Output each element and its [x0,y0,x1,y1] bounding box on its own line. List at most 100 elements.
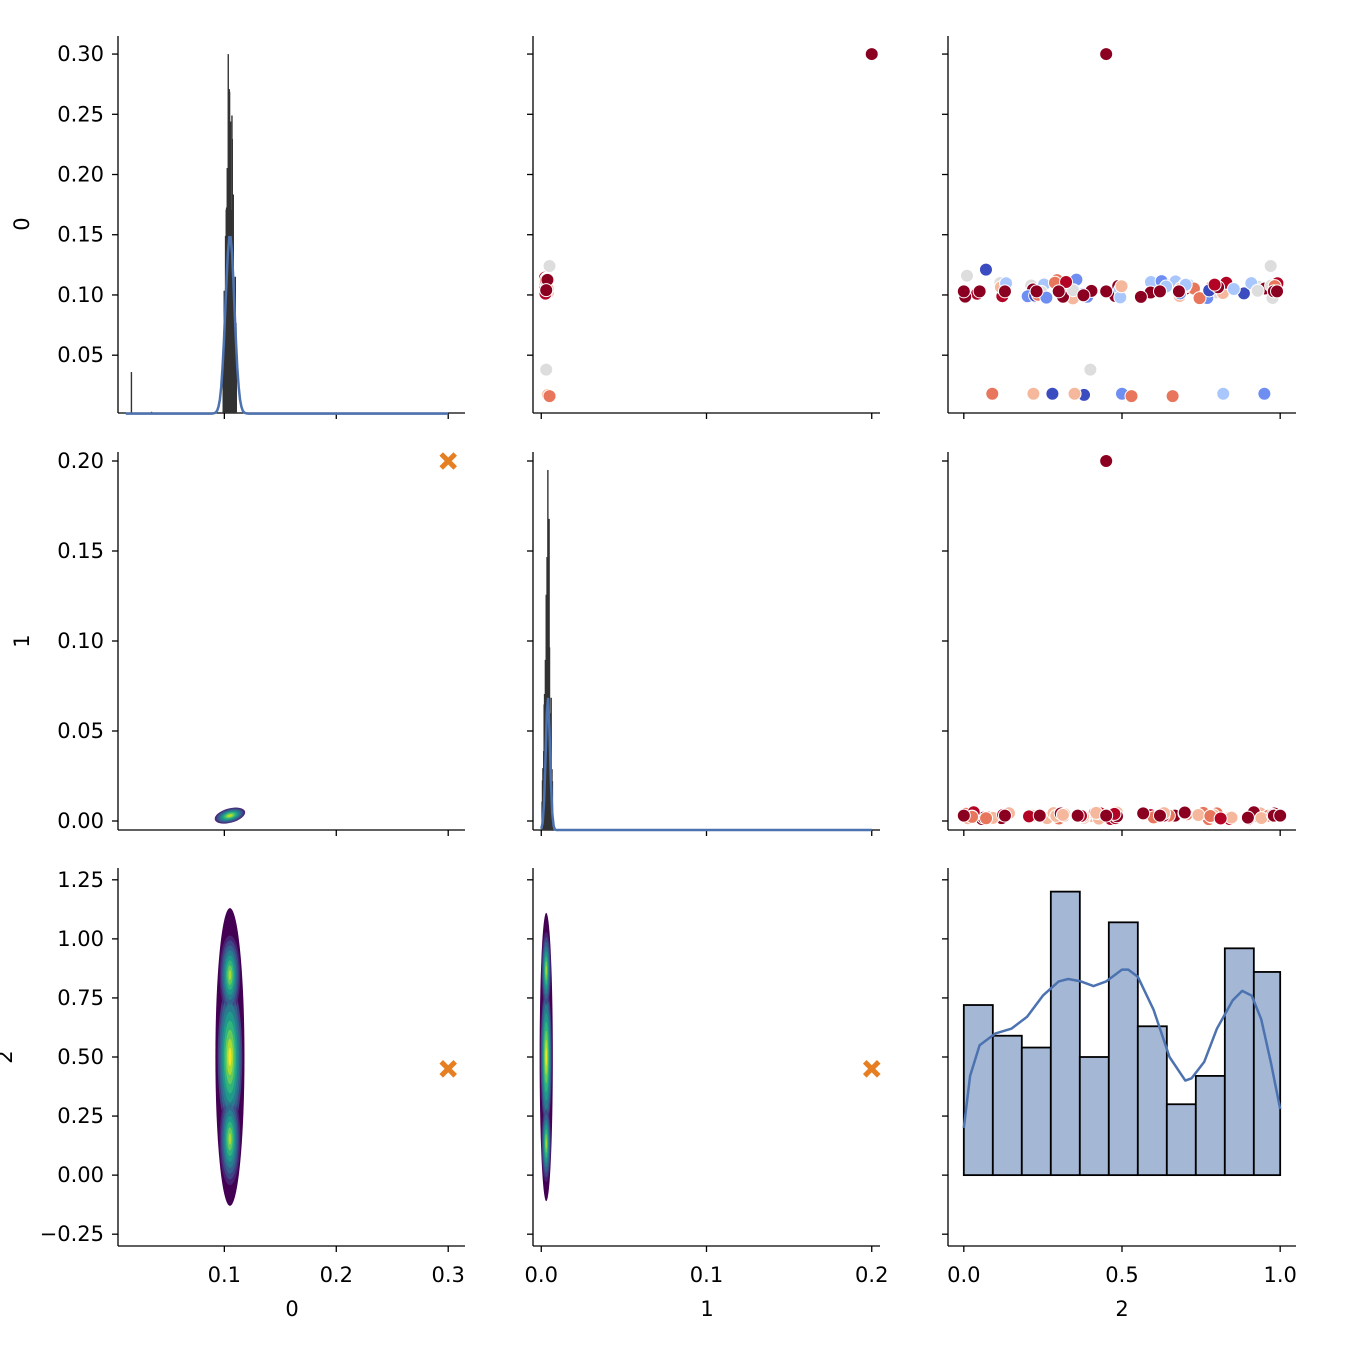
y-tick-label: 0.20 [57,449,104,473]
scatter-point [1067,386,1082,401]
scatter-point [1207,277,1222,292]
hist-bar [1165,1103,1197,1177]
scatter-point [1171,284,1186,299]
panel-r1-c2 [942,452,1296,836]
x-tick-label: 0.0 [947,1263,980,1287]
scatter-point [978,262,993,277]
panel-r1-c0: 0.00 0.05 0.10 0.15 0.20 [57,449,465,836]
scatter-point [997,284,1012,299]
scatter-point [539,362,554,377]
outlier-x-marker [439,1060,457,1078]
scatter-point [1177,805,1192,820]
scatter-point [1250,283,1265,298]
ylabel-var0: 0 [10,217,34,230]
panel-r2-c1: 0.0 0.1 0.2 [525,868,888,1287]
scatter-point [1051,284,1066,299]
scatter-point [1070,808,1085,823]
scatter-point [1273,808,1288,823]
scatter-point [1083,362,1098,377]
y-tick-label: 0.15 [57,223,104,247]
kde-contour-var2_vs_var1 [539,912,553,1202]
scatter-point [1263,259,1278,274]
scatter-point [1152,808,1167,823]
scatter-point [1136,806,1151,821]
scatter-point [1152,284,1167,299]
kde-line [540,697,872,832]
hist-bar [1194,1075,1226,1177]
hist-bar [991,1034,1023,1177]
scatter-point [1191,808,1206,823]
scatter-point [542,389,557,404]
scatter-point [1124,389,1139,404]
scatter-point [1270,284,1285,299]
y-tick-label: 0.10 [57,629,104,653]
scatter-point [1099,808,1114,823]
xlabel-var1: 1 [700,1297,713,1321]
kde-contour-level [545,1048,547,1066]
scatter-outlier-point [1099,454,1114,468]
hist-bar [1252,971,1282,1177]
scatter-point [1099,284,1114,299]
outlier-x-marker [439,452,457,470]
scatter-point [1055,807,1070,822]
y-tick-label: 0.25 [57,1104,104,1128]
scatter-point [1032,808,1047,823]
scatter-point [1213,811,1228,826]
y-tick-label: 0.30 [57,42,104,66]
ylabel-var1: 1 [10,634,34,647]
kde-line [962,968,1282,1129]
x-tick-label: 0.1 [690,1263,723,1287]
panel-r0-c2 [942,36,1296,419]
scatter-point [1165,389,1180,404]
y-tick-label: 0.50 [57,1045,104,1069]
scatter-outlier-point [1099,47,1114,62]
kde-contour-level [227,814,233,818]
scatter-point [1133,289,1148,304]
hist-bar [1020,1046,1052,1177]
scatter-point [972,284,987,299]
scatter-point [979,811,994,826]
scatter-outlier-point [864,47,879,62]
hist-bar [1223,947,1255,1177]
kde-contour-var2_vs_var0 [215,908,245,1206]
scatter-point [997,808,1012,823]
y-tick-label: 0.00 [57,1163,104,1187]
y-tick-label: 0.20 [57,163,104,187]
kde-contour-level [228,1133,232,1145]
xlabel-var0: 0 [285,1297,298,1321]
hist-bar [1078,1056,1110,1177]
x-tick-label: 0.1 [208,1263,241,1287]
xlabel-var2: 2 [1115,1297,1128,1321]
y-tick-label: 1.25 [57,868,104,892]
x-tick-label: 0.3 [432,1263,465,1287]
scatter-point [1045,386,1060,401]
kde-line [125,236,449,415]
scatter-point [1257,386,1272,401]
scatter-point [956,284,971,299]
scatter-point [956,808,971,823]
y-tick-label: 0.10 [57,283,104,307]
scatter-point [1039,290,1054,305]
scatter-point [1114,279,1129,294]
scatter-point [1192,291,1207,306]
scatter-point [1076,288,1091,303]
axes-layer: 0.05 0.10 0.15 0.20 0.25 0.30 0.00 0.05 0.10 0.15… [40,36,1297,1287]
hist-bar [1049,890,1081,1177]
panel-r2-c2: 0.0 0.5 1.0 [942,868,1297,1287]
outlier-x-marker [862,1060,881,1078]
scatter-point [1059,275,1074,290]
x-tick-label: 0.0 [525,1263,558,1287]
y-tick-label: 0.15 [57,539,104,563]
kde-contour-level [545,1138,547,1149]
x-tick-label: 0.2 [855,1263,888,1287]
kde-contour-level [545,965,547,976]
x-tick-label: 0.5 [1105,1263,1138,1287]
y-tick-label: 0.00 [57,809,104,833]
scatter-point [1216,386,1231,401]
panel-r0-c1 [527,36,880,419]
panel-r2-c0: −0.25 0.00 0.25 0.50 0.75 1.00 1.25 0.1 0.2 0.3 [40,868,465,1287]
scatter-point [959,268,974,283]
y-tick-label: 0.75 [57,986,104,1010]
x-tick-label: 0.2 [320,1263,353,1287]
